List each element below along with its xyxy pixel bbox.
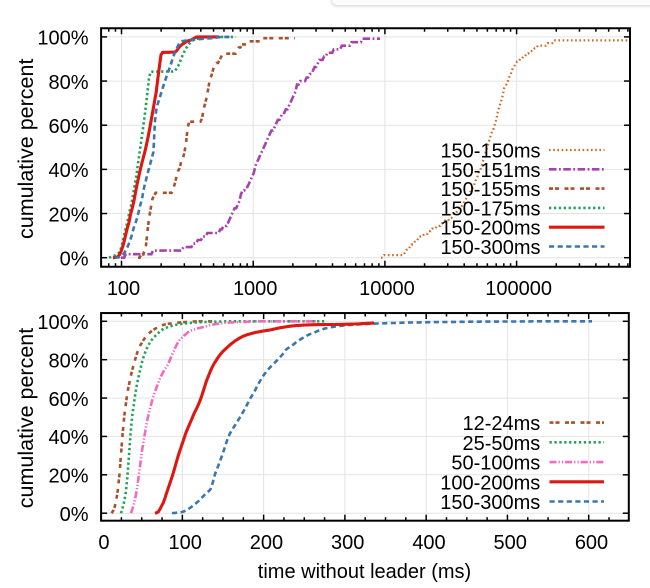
svg-text:100-200ms: 100-200ms [440,472,540,494]
svg-text:60%: 60% [48,389,88,411]
svg-text:80%: 80% [48,72,88,94]
svg-text:100%: 100% [37,312,88,334]
svg-text:1000: 1000 [233,278,278,300]
svg-text:60%: 60% [48,116,88,138]
svg-text:150-175ms: 150-175ms [440,198,540,220]
svg-text:150-300ms: 150-300ms [440,237,540,259]
svg-text:150-151ms: 150-151ms [440,160,540,182]
svg-text:12-24ms: 12-24ms [462,413,540,435]
svg-text:40%: 40% [48,160,88,182]
svg-text:20%: 20% [48,204,88,226]
svg-text:0: 0 [98,532,109,554]
svg-text:time without leader (ms): time without leader (ms) [258,561,471,583]
svg-text:10000: 10000 [359,278,415,300]
svg-text:25-50ms: 25-50ms [462,433,540,455]
svg-text:50-100ms: 50-100ms [451,453,540,475]
svg-text:400: 400 [412,532,445,554]
svg-text:0%: 0% [60,249,89,271]
svg-text:200: 200 [250,532,283,554]
svg-text:0%: 0% [60,504,89,526]
svg-text:100: 100 [169,532,202,554]
svg-text:150-300ms: 150-300ms [440,492,540,514]
svg-text:cumulative percent: cumulative percent [14,59,38,239]
svg-text:500: 500 [494,532,527,554]
svg-text:300: 300 [331,532,364,554]
svg-text:20%: 20% [48,466,88,488]
svg-text:40%: 40% [48,427,88,449]
svg-text:150-155ms: 150-155ms [440,179,540,201]
svg-text:600: 600 [575,532,608,554]
svg-text:100%: 100% [37,28,88,50]
svg-text:150-200ms: 150-200ms [440,218,540,240]
svg-text:cumulative percent: cumulative percent [14,328,38,508]
svg-text:80%: 80% [48,351,88,373]
svg-text:100000: 100000 [485,278,552,300]
svg-text:100: 100 [107,278,140,300]
svg-text:150-150ms: 150-150ms [440,141,540,163]
